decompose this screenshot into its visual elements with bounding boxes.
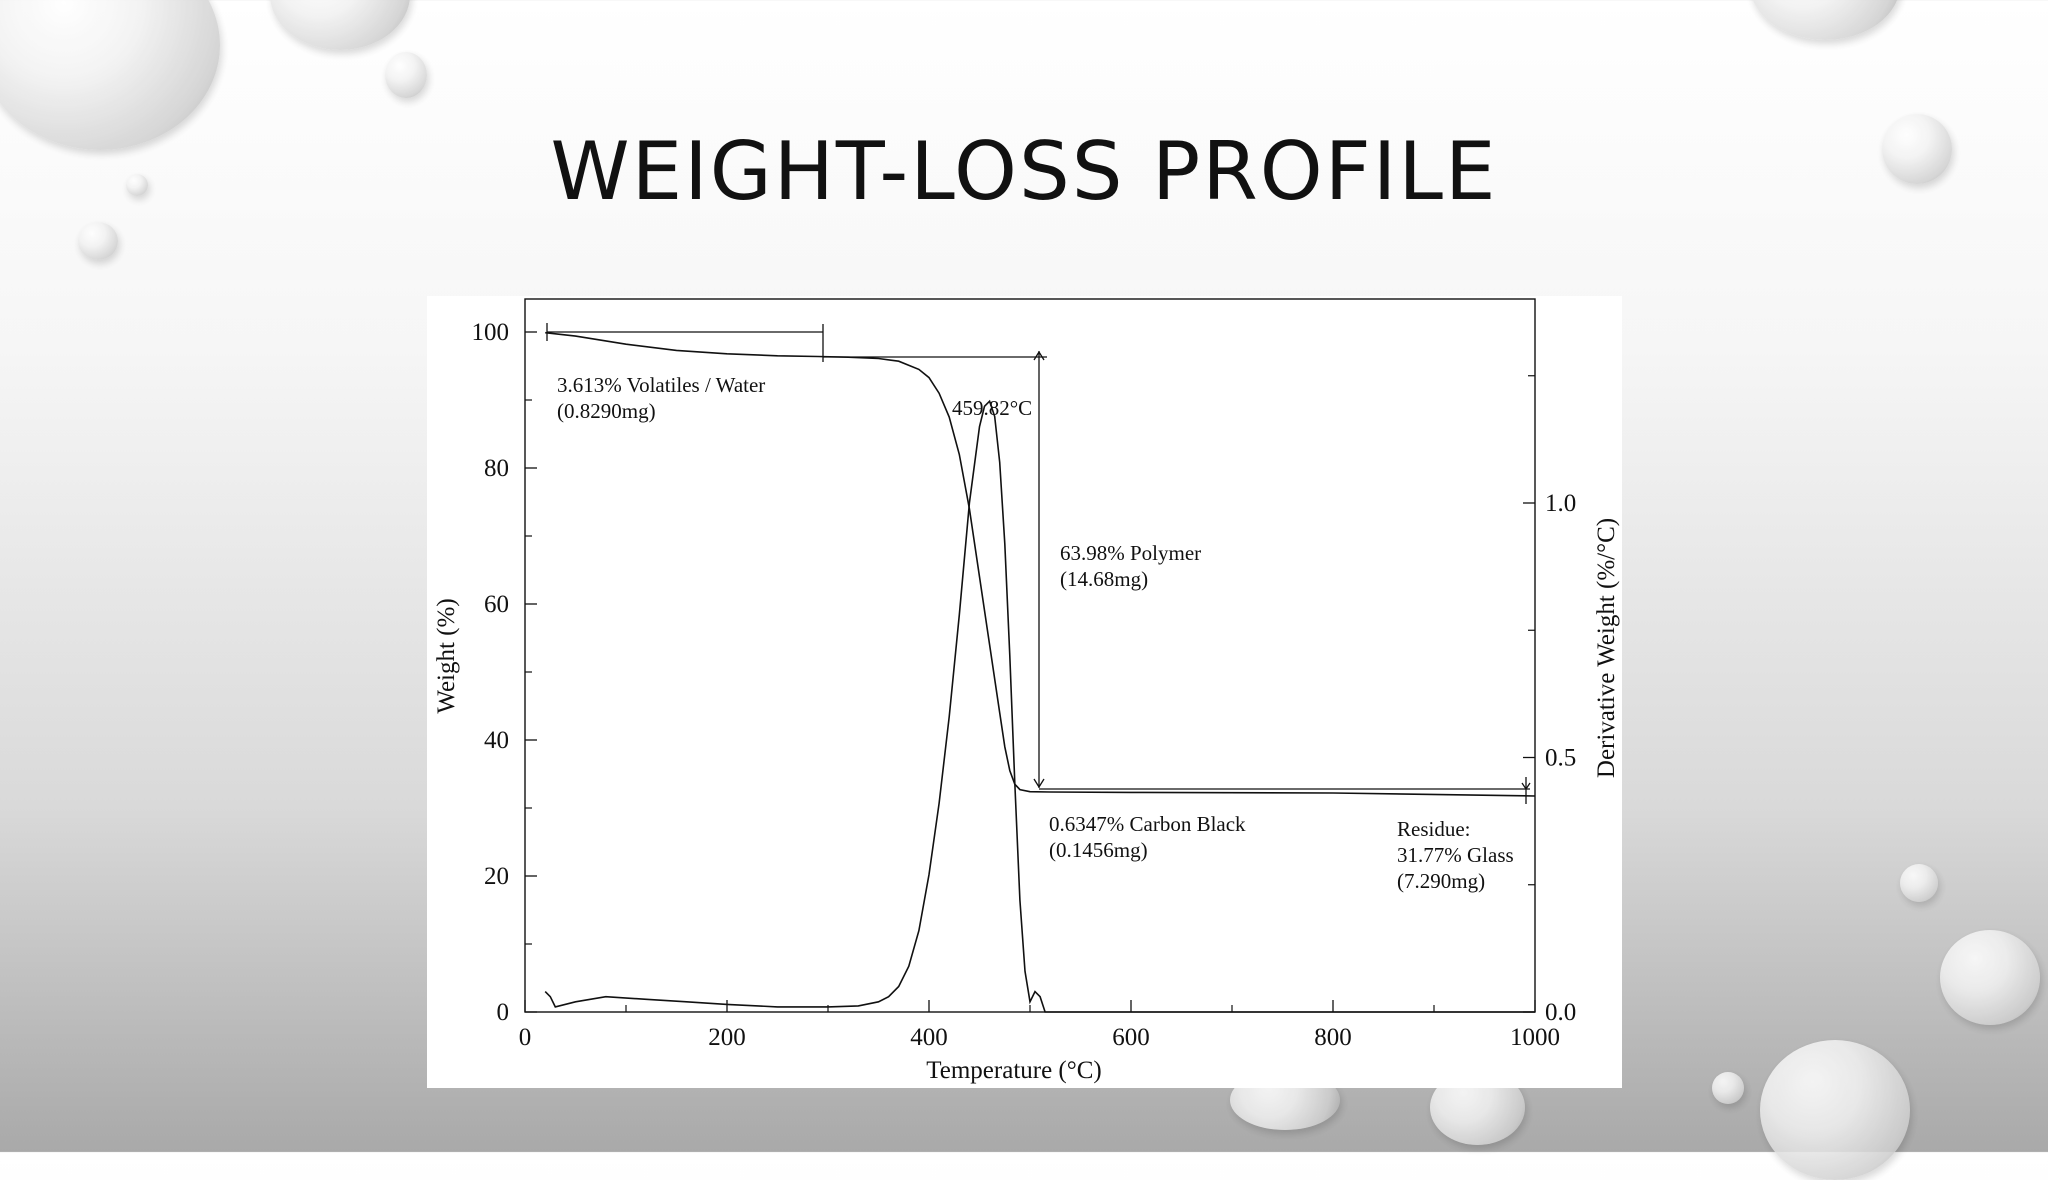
water-drop-decoration xyxy=(1750,0,1900,40)
y-left-tick-label: 100 xyxy=(472,319,510,346)
water-drop-decoration xyxy=(1940,930,2040,1025)
x-tick-label: 0 xyxy=(519,1024,532,1051)
x-tick-label: 1000 xyxy=(1510,1024,1560,1051)
axis-tick-labels: 0 200 400 600 800 1000 0 20 40 60 80 100 0.0 0.5 1.0 xyxy=(472,319,1577,1051)
water-drop-decoration xyxy=(1882,114,1952,184)
y-left-tick-label: 20 xyxy=(484,863,509,890)
annotation-residue-mass: (7.290mg) xyxy=(1397,869,1485,893)
y-left-tick-label: 60 xyxy=(484,591,509,618)
y-left-tick-label: 0 xyxy=(497,999,510,1026)
water-drop-decoration xyxy=(1900,864,1938,902)
annotation-residue-glass: 31.77% Glass xyxy=(1397,843,1514,867)
x-tick-label: 600 xyxy=(1112,1024,1150,1051)
end-marker-arrow xyxy=(1521,782,1531,791)
slide-title: WEIGHT-LOSS PROFILE xyxy=(550,125,1498,218)
y-right-tick-label: 0.5 xyxy=(1545,745,1576,772)
x-tick-label: 800 xyxy=(1314,1024,1352,1051)
step-markers xyxy=(546,323,1531,804)
annotation-polymer-mass: (14.68mg) xyxy=(1060,567,1148,591)
x-axis-label: Temperature (°C) xyxy=(926,1057,1102,1084)
water-drop-decoration xyxy=(78,222,118,260)
y-left-tick-label: 80 xyxy=(484,455,509,482)
water-drop-decoration xyxy=(1760,1040,1910,1180)
axis-ticks xyxy=(524,331,1536,1013)
water-drop-decoration xyxy=(270,0,410,50)
annotation-carbon-black-mass: (0.1456mg) xyxy=(1049,838,1148,862)
weight-curve xyxy=(545,331,1536,797)
water-drop-decoration xyxy=(126,174,148,196)
arrow-head-up xyxy=(1033,350,1045,361)
x-tick-label: 400 xyxy=(910,1024,948,1051)
y-axis-left-label: Weight (%) xyxy=(433,598,460,713)
water-drop-decoration xyxy=(385,52,427,98)
annotation-volatiles: 3.613% Volatiles / Water xyxy=(557,373,765,397)
y-right-tick-label: 1.0 xyxy=(1545,490,1576,517)
annotation-polymer: 63.98% Polymer xyxy=(1060,541,1201,565)
annotation-residue: Residue: xyxy=(1397,817,1471,841)
y-right-tick-label: 0.0 xyxy=(1545,999,1576,1026)
annotation-peak-temperature: 459.82°C xyxy=(952,396,1032,420)
tga-chart: 0 200 400 600 800 1000 0 20 40 60 80 100 0.0 0.5 1.0 T… xyxy=(433,298,1620,1084)
y-axis-right-label: Derivative Weight (%/°C) xyxy=(1593,518,1620,778)
derivative-weight-curve xyxy=(544,399,1535,1013)
y-left-tick-label: 40 xyxy=(484,727,509,754)
x-tick-label: 200 xyxy=(708,1024,746,1051)
water-drop-decoration xyxy=(1712,1072,1744,1104)
arrow-head-down xyxy=(1033,778,1045,789)
annotation-carbon-black: 0.6347% Carbon Black xyxy=(1049,812,1246,836)
chart-panel: 0 200 400 600 800 1000 0 20 40 60 80 100 0.0 0.5 1.0 T… xyxy=(427,296,1622,1088)
annotation-volatiles-mass: (0.8290mg) xyxy=(557,399,656,423)
